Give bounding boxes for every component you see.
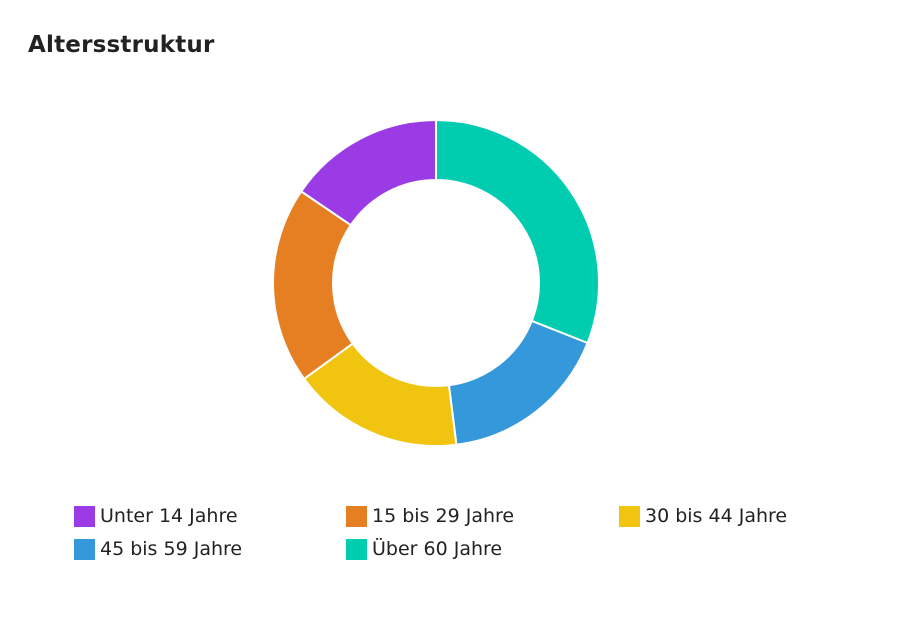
legend-label: Über 60 Jahre <box>372 538 503 560</box>
legend-label: Unter 14 Jahre <box>100 505 238 527</box>
legend-swatch <box>346 505 367 527</box>
legend-item[interactable]: 45 bis 59 Jahre <box>74 538 242 560</box>
legend-swatch <box>619 505 640 527</box>
legend-item[interactable]: 15 bis 29 Jahre <box>346 505 514 527</box>
legend-item[interactable]: 30 bis 44 Jahre <box>619 505 787 527</box>
donut-slice-1[interactable] <box>272 189 355 381</box>
legend-label: 30 bis 44 Jahre <box>645 505 788 527</box>
legend-label: 45 bis 59 Jahre <box>100 538 243 560</box>
legend-swatch <box>74 505 95 527</box>
legend-swatch <box>74 538 95 560</box>
donut-slice-4[interactable] <box>435 118 600 345</box>
legend-label: 15 bis 29 Jahre <box>372 505 515 527</box>
legend-swatch <box>346 538 367 560</box>
chart-title: Altersstruktur <box>28 32 215 58</box>
legend-item[interactable]: Über 60 Jahre <box>346 538 502 560</box>
donut-slice-0[interactable] <box>299 118 437 227</box>
legend-item[interactable]: Unter 14 Jahre <box>74 505 238 527</box>
donut-slice-3[interactable] <box>447 319 589 446</box>
